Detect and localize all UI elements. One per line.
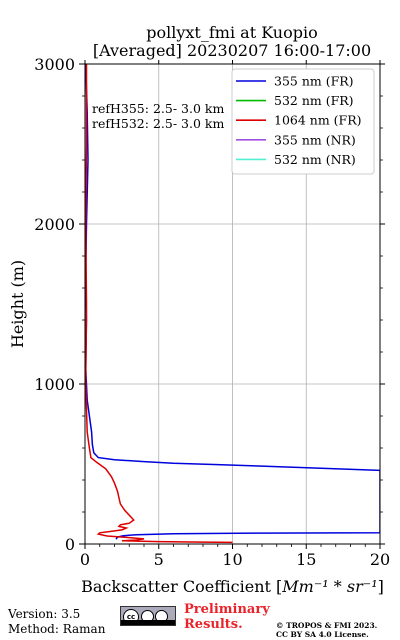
reference-height-annotation: refH355: 2.5- 3.0 km (92, 101, 224, 116)
x-axis-label-prefix: Backscatter Coefficient [ (81, 577, 282, 596)
legend-label: 532 nm (NR) (274, 152, 356, 167)
x-tick-label: 5 (154, 550, 164, 569)
x-axis-label-unit: Mm⁻¹ * sr⁻¹ (281, 577, 377, 596)
legend: 355 nm (FR) 532 nm (FR) 1064 nm (FR) 355 nm… (231, 68, 375, 175)
reference-height-annotation: refH532: 2.5- 3.0 km (92, 116, 224, 131)
chart-title-line-1: pollyxt_fmi at Kuopio (146, 23, 318, 42)
copyright-line-1: © TROPOS & FMI 2023. (276, 621, 378, 630)
chart-title-line-2: [Averaged] 20230207 16:00-17:00 (92, 41, 372, 60)
copyright-line-2: CC BY SA 4.0 License. (276, 630, 369, 639)
y-tick-label: 1000 (34, 375, 75, 394)
method-text: Method: Raman (8, 622, 106, 636)
legend-label: 355 nm (NR) (274, 132, 356, 147)
legend-label: 355 nm (FR) (274, 74, 354, 89)
y-tick-label: 0 (65, 535, 75, 554)
y-tick-label: 2000 (34, 215, 75, 234)
x-axis-label-suffix: ] (378, 577, 384, 596)
tick-labels: 0 5 10 15 20 0 1000 2000 3000 (34, 55, 390, 569)
legend-label: 1064 nm (FR) (274, 113, 362, 128)
backscatter-profile-chart: 0 5 10 15 20 0 1000 2000 3000 refH355: 2.5- 3.0 … (8, 55, 390, 596)
y-tick-label: 3000 (34, 55, 75, 74)
axis-ticks (79, 60, 385, 549)
x-tick-label: 15 (296, 550, 316, 569)
badge-strip (121, 620, 175, 625)
series-line (85, 64, 233, 544)
version-text: Version: 3.5 (8, 607, 81, 621)
y-axis-label: Height (m) (8, 260, 27, 348)
legend-label: 532 nm (FR) (274, 93, 354, 108)
preliminary-line-1: Preliminary (184, 602, 270, 617)
x-tick-label: 0 (80, 550, 90, 569)
preliminary-results-notice: Preliminary Results. (184, 602, 270, 632)
preliminary-line-2: Results. (184, 617, 243, 632)
plot-data-area (85, 64, 380, 544)
x-tick-label: 20 (370, 550, 390, 569)
cc-by-sa-license-badge-icon: cc (120, 606, 176, 626)
x-tick-label: 10 (222, 550, 242, 569)
legend-box (231, 68, 375, 175)
x-axis-label: Backscatter Coefficient [Mm⁻¹ * sr⁻¹] (81, 577, 384, 596)
copyright-notice: © TROPOS & FMI 2023. CC BY SA 4.0 Licens… (276, 621, 377, 639)
